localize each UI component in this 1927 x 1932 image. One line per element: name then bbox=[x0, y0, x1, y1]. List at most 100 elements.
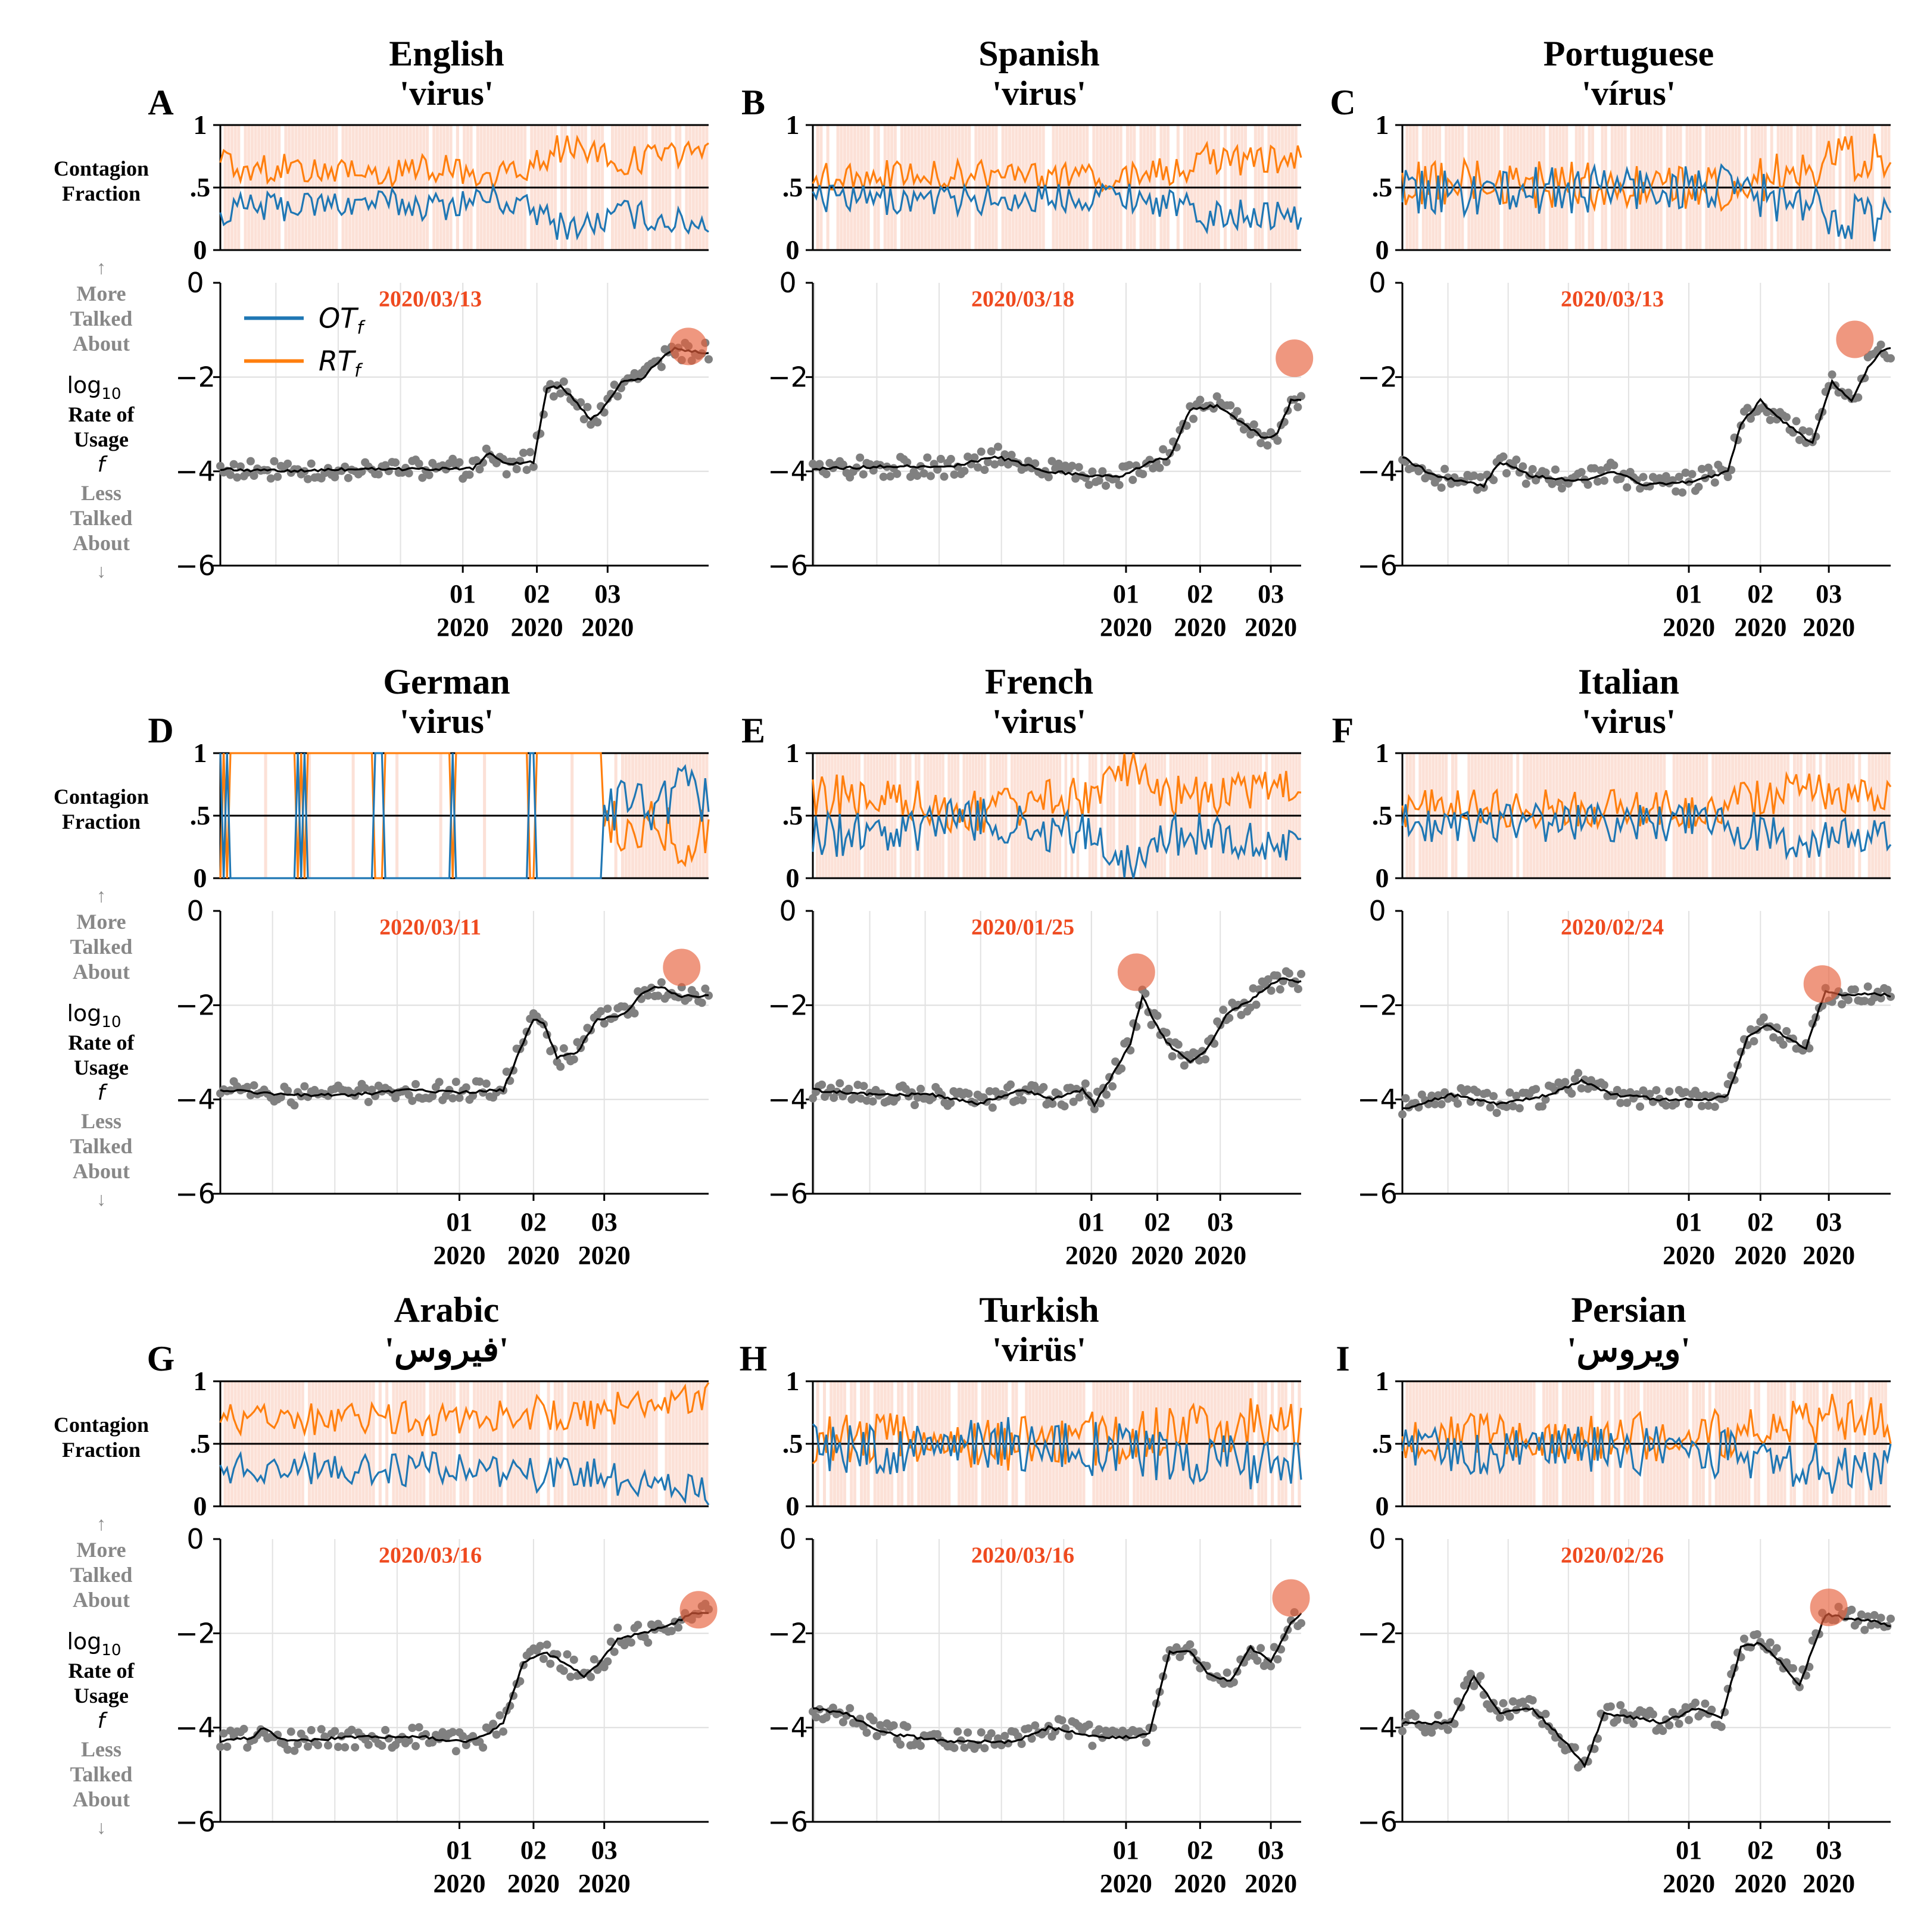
panel-g: Arabic'فيروس' G1 .5 00 −2 −4 −6 2020/03/16 01 202… bbox=[147, 1290, 718, 1898]
more-label: Talked bbox=[70, 935, 133, 959]
contagion-tick-label: 0 bbox=[194, 863, 207, 893]
rate-point bbox=[465, 470, 474, 479]
x-tick-label: 2020 bbox=[1194, 1241, 1246, 1270]
rate-point bbox=[1069, 1097, 1078, 1106]
rate-point bbox=[414, 459, 423, 468]
peak-marker bbox=[663, 948, 701, 987]
rate-point bbox=[1606, 1702, 1615, 1711]
panel-b: Spanish'virus' B1 .5 00 −2 −4 −6 2020/03/18 01 20… bbox=[741, 34, 1314, 642]
x-tick-label: 2020 bbox=[1174, 1869, 1226, 1898]
peak-date: 2020/03/16 bbox=[379, 1543, 482, 1568]
panel-letter: I bbox=[1336, 1339, 1349, 1378]
rate-point bbox=[1561, 1078, 1570, 1087]
rate-point bbox=[1075, 1093, 1084, 1102]
contagion-tick-label: .5 bbox=[190, 1428, 211, 1459]
rate-point bbox=[223, 1742, 232, 1751]
rate-point bbox=[977, 447, 986, 456]
x-tick-label: 2020 bbox=[436, 613, 489, 642]
rate-point bbox=[1287, 1616, 1296, 1625]
rate-point bbox=[1502, 469, 1511, 477]
rate-tick-label: −4 bbox=[768, 1084, 808, 1116]
smoothed-line bbox=[812, 978, 1302, 1108]
rate-point bbox=[1847, 1605, 1856, 1614]
rate-point bbox=[1505, 1088, 1514, 1097]
rate-point bbox=[1844, 995, 1853, 1004]
x-tick-label: 2020 bbox=[1100, 1869, 1152, 1898]
x-tick-label: 01 bbox=[1676, 1836, 1702, 1865]
rate-point bbox=[1753, 1630, 1761, 1639]
contagion-tick-label: 0 bbox=[1376, 235, 1389, 265]
rate-point bbox=[536, 1641, 545, 1650]
x-tick-label: 02 bbox=[524, 579, 550, 608]
panel-word: 'ویروس' bbox=[1567, 1330, 1690, 1371]
less-label: About bbox=[73, 1159, 130, 1183]
x-tick-label: 01 bbox=[1676, 1207, 1702, 1237]
rate-vgrid bbox=[275, 283, 609, 566]
panel-letter: F bbox=[1332, 711, 1354, 750]
rate-point bbox=[1570, 1743, 1579, 1752]
rate-tick-label: −6 bbox=[1357, 1806, 1398, 1838]
rate-point bbox=[1489, 1092, 1498, 1101]
rate-point bbox=[492, 1730, 501, 1739]
rate-point bbox=[459, 1732, 467, 1741]
rate-point bbox=[1443, 1725, 1452, 1734]
rate-tick-label: −4 bbox=[175, 1712, 216, 1744]
panel-title: Italian bbox=[1578, 662, 1679, 701]
rate-point bbox=[1128, 476, 1137, 485]
f-label: f bbox=[98, 1709, 108, 1733]
x-tick-label: 2020 bbox=[434, 1241, 486, 1270]
peak-date: 2020/03/18 bbox=[971, 287, 1074, 312]
x-tick-label: 03 bbox=[594, 579, 620, 608]
rate-point bbox=[1141, 989, 1150, 998]
rate-point bbox=[1685, 1715, 1694, 1724]
rate-point bbox=[1672, 1099, 1680, 1108]
rate-point bbox=[512, 464, 521, 473]
rate-point bbox=[1594, 477, 1602, 486]
rate-point bbox=[1470, 471, 1479, 480]
rate-point bbox=[445, 1085, 454, 1094]
contagion-label: Fraction bbox=[62, 810, 141, 834]
rate-point bbox=[1632, 476, 1641, 485]
rate-point bbox=[1018, 1095, 1027, 1104]
rate-point bbox=[250, 1081, 258, 1090]
rate-point bbox=[455, 1093, 464, 1102]
panel-title: Persian bbox=[1571, 1290, 1686, 1329]
rate-point bbox=[411, 1741, 420, 1750]
rate-point bbox=[828, 1703, 837, 1712]
rate-point bbox=[1769, 1033, 1778, 1042]
panel-f: Italian'virus' F1 .5 00 −2 −4 −6 2020/02/24 01 20… bbox=[1332, 662, 1895, 1270]
contagion-tick-label: 1 bbox=[1376, 738, 1389, 768]
rate-point bbox=[1678, 488, 1687, 497]
rate-point bbox=[1697, 464, 1706, 473]
contagion-tick-label: 0 bbox=[1376, 1491, 1389, 1521]
rt-line bbox=[219, 134, 709, 193]
rate-point bbox=[1574, 1069, 1583, 1078]
x-tick-label: 03 bbox=[1258, 1836, 1284, 1865]
rate-point bbox=[1297, 392, 1305, 401]
rate-point bbox=[1081, 1079, 1090, 1088]
rate-point bbox=[1427, 1091, 1436, 1100]
rate-point bbox=[229, 460, 238, 469]
rate-point bbox=[1597, 466, 1605, 475]
rate-point bbox=[475, 465, 484, 474]
rate-point bbox=[876, 1721, 885, 1730]
rate-point bbox=[919, 469, 928, 478]
rate-point bbox=[1095, 1725, 1103, 1734]
panel-letter: B bbox=[741, 83, 765, 122]
rate-point bbox=[294, 1740, 303, 1749]
rate-point bbox=[448, 1728, 457, 1737]
rate-point bbox=[936, 454, 945, 463]
rate-vgrid bbox=[1447, 911, 1830, 1194]
rate-point bbox=[226, 1086, 235, 1095]
f-label: f bbox=[98, 1081, 108, 1105]
x-tick-label: 2020 bbox=[507, 1869, 560, 1898]
rate-point bbox=[276, 1093, 285, 1102]
rate-point bbox=[1483, 1088, 1492, 1097]
rate-point bbox=[960, 467, 969, 476]
rate-point bbox=[644, 991, 653, 1000]
down-arrow: ↓ bbox=[96, 1188, 106, 1210]
left-labels-row-2: ContagionFraction↑MoreTalkedAboutlog10Ra… bbox=[54, 785, 149, 1210]
rate-point bbox=[613, 392, 622, 401]
rate-point bbox=[1616, 1098, 1625, 1107]
rate-point bbox=[320, 1732, 329, 1741]
